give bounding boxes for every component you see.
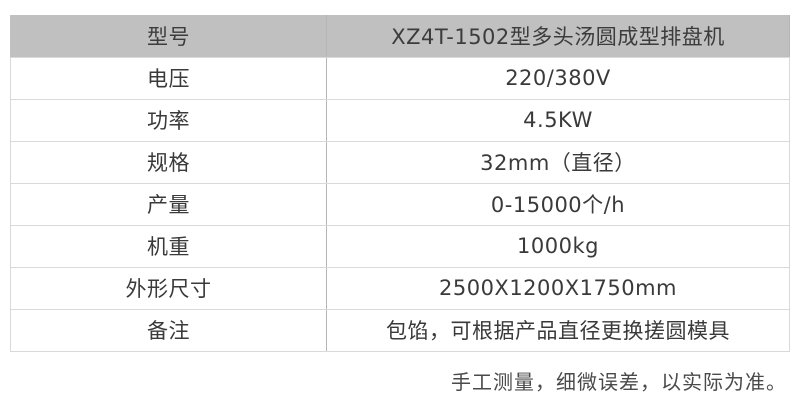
spec-label-capacity: 产量 bbox=[10, 182, 327, 226]
disclaimer-note: 手工测量，细微误差，以实际为准。 bbox=[451, 369, 787, 394]
spec-label-model: 型号 bbox=[10, 15, 327, 58]
table-row: 外形尺寸 2500X1200X1750mm bbox=[10, 266, 790, 310]
table-row: 规格 32mm（直径） bbox=[10, 140, 790, 184]
spec-value-model: XZ4T-1502型多头汤圆成型排盘机 bbox=[326, 15, 790, 58]
spec-value-weight: 1000kg bbox=[326, 224, 790, 268]
spec-label-remarks: 备注 bbox=[10, 308, 327, 352]
spec-value-size: 32mm（直径） bbox=[326, 140, 790, 184]
table-header-row: 型号 XZ4T-1502型多头汤圆成型排盘机 bbox=[10, 15, 790, 58]
spec-label-power: 功率 bbox=[10, 98, 327, 142]
spec-label-weight: 机重 bbox=[10, 224, 327, 268]
spec-label-voltage: 电压 bbox=[10, 56, 327, 100]
table-row: 机重 1000kg bbox=[10, 224, 790, 268]
spec-table: 型号 XZ4T-1502型多头汤圆成型排盘机 电压 220/380V 功率 4.… bbox=[10, 15, 790, 352]
table-row: 产量 0-15000个/h bbox=[10, 182, 790, 226]
spec-value-dimensions: 2500X1200X1750mm bbox=[326, 266, 790, 310]
spec-label-size: 规格 bbox=[10, 140, 327, 184]
spec-value-remarks: 包馅，可根据产品直径更换搓圆模具 bbox=[326, 308, 790, 352]
spec-value-power: 4.5KW bbox=[326, 98, 790, 142]
table-row: 备注 包馅，可根据产品直径更换搓圆模具 bbox=[10, 308, 790, 352]
spec-value-capacity: 0-15000个/h bbox=[326, 182, 790, 226]
spec-value-voltage: 220/380V bbox=[326, 56, 790, 100]
spec-label-dimensions: 外形尺寸 bbox=[10, 266, 327, 310]
table-row: 功率 4.5KW bbox=[10, 98, 790, 142]
table-row: 电压 220/380V bbox=[10, 56, 790, 100]
